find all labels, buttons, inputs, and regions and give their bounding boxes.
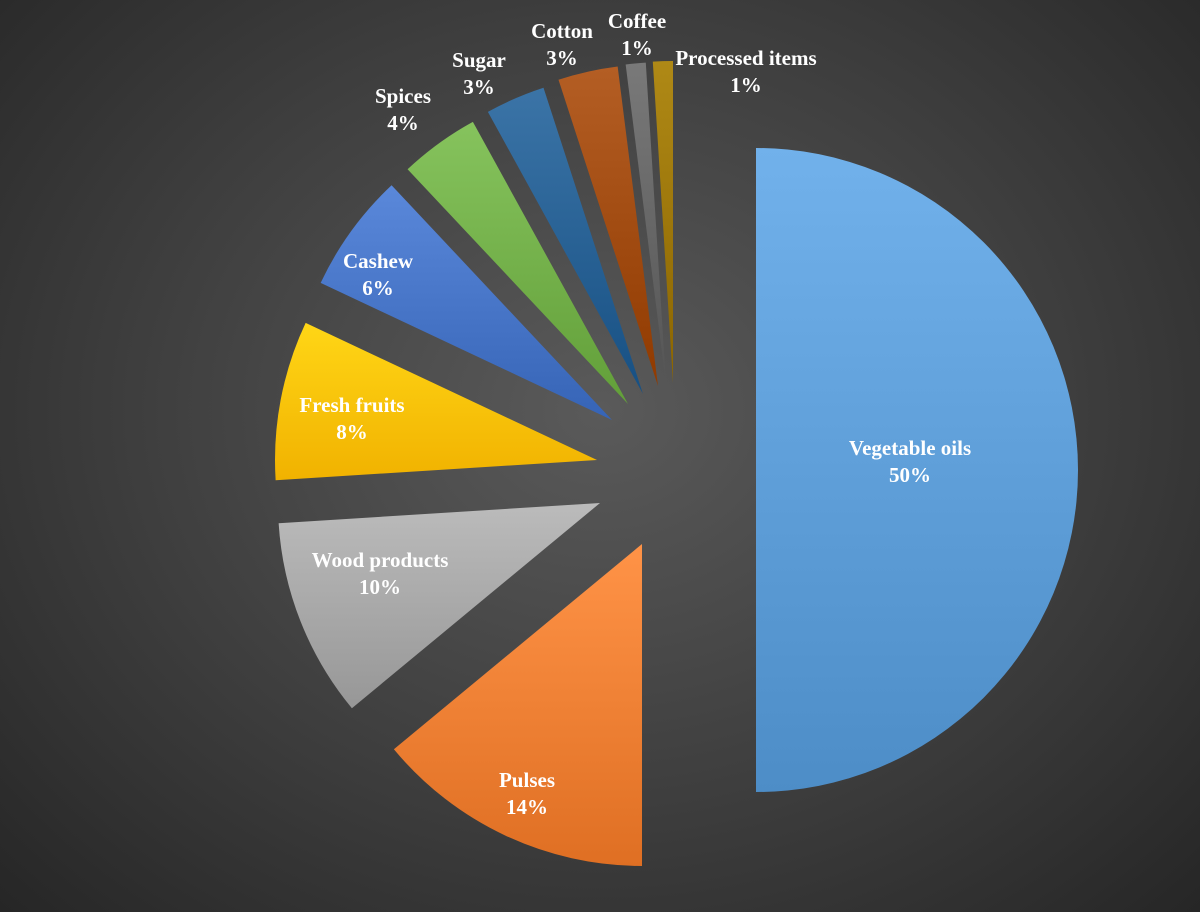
pie-slice-spices <box>407 121 628 404</box>
slice-percent-wood-products: 10% <box>359 575 401 599</box>
slice-labels: Vegetable oils 50% Pulses 14% Wood products 1… <box>299 9 971 819</box>
slice-percent-cashew: 6% <box>362 276 394 300</box>
slice-label-cashew: Cashew <box>343 249 414 273</box>
slice-label-spices: Spices <box>375 84 431 108</box>
slice-percent-fresh-fruits: 8% <box>336 420 368 444</box>
pie-slice-sugar <box>487 87 643 395</box>
slice-label-cotton: Cotton <box>531 19 593 43</box>
slice-percent-pulses: 14% <box>506 795 548 819</box>
pie-slice-wood-products <box>278 503 600 709</box>
slice-label-sugar: Sugar <box>452 48 506 72</box>
slice-label-wood-products: Wood products <box>312 548 449 572</box>
slice-label-coffee: Coffee <box>608 9 666 33</box>
slice-label-vegetable-oils: Vegetable oils <box>849 436 971 460</box>
pie-slice-cashew <box>320 185 612 420</box>
slice-label-fresh-fruits: Fresh fruits <box>299 393 404 417</box>
pie-slice-vegetable-oils <box>756 148 1078 792</box>
slice-percent-cotton: 3% <box>546 46 578 70</box>
slice-percent-spices: 4% <box>387 111 419 135</box>
slice-percent-vegetable-oils: 50% <box>889 463 931 487</box>
pie-slice-coffee <box>625 62 666 384</box>
slice-percent-processed-items: 1% <box>730 73 762 97</box>
pie-slice-cotton <box>558 66 658 386</box>
pie-slice-pulses <box>393 544 642 866</box>
pie-slice-fresh-fruits <box>275 322 597 481</box>
pie-slice-processed-items <box>652 61 673 383</box>
slice-percent-coffee: 1% <box>621 36 653 60</box>
pie-slices <box>275 61 1078 866</box>
slice-percent-sugar: 3% <box>463 75 495 99</box>
slice-label-processed-items: Processed items <box>675 46 816 70</box>
slice-label-pulses: Pulses <box>499 768 555 792</box>
